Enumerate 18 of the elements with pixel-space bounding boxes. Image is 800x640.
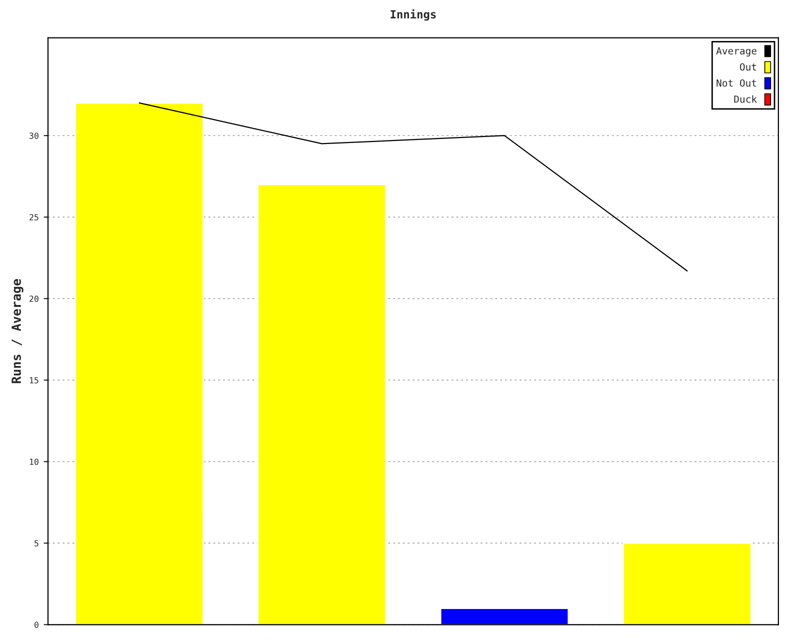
y-tick-label: 5 <box>34 540 38 546</box>
y-axis-title: Runs / Average <box>12 279 24 384</box>
y-tick-label: 10 <box>30 458 38 465</box>
bar <box>74 102 204 625</box>
y-tick-label: 0 <box>34 622 38 628</box>
bar <box>622 542 752 625</box>
chart-title: Innings <box>390 9 436 21</box>
y-tick-label: 20 <box>30 296 38 302</box>
y-tick-label: 15 <box>30 377 38 384</box>
legend-label: Average <box>716 47 756 56</box>
legend-label: Out <box>740 63 756 71</box>
y-tick-label: 30 <box>29 132 38 139</box>
bar <box>257 184 387 625</box>
legend-label: Duck <box>734 95 757 103</box>
y-tick-label: 25 <box>30 214 38 220</box>
line-series <box>138 102 688 272</box>
legend-label: Not Out <box>716 79 756 87</box>
bar <box>440 608 570 625</box>
